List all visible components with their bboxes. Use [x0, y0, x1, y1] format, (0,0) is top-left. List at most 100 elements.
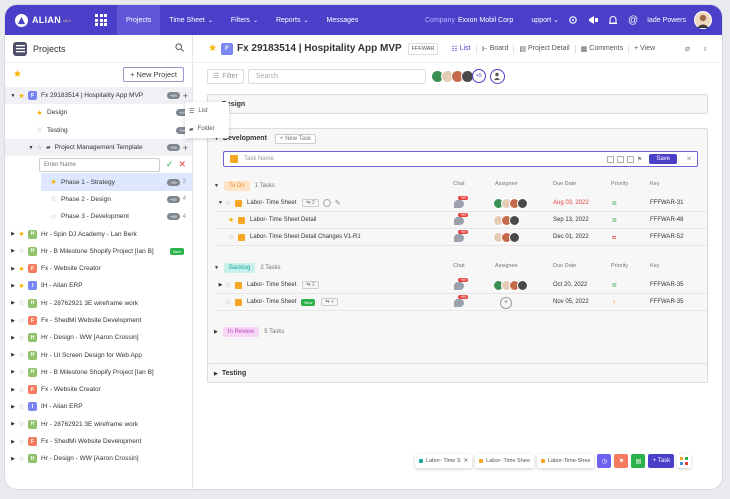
assignee-filter[interactable]: +5	[430, 69, 486, 83]
view-list[interactable]: ☷ List	[446, 44, 477, 53]
sidebar-project-item[interactable]: ▶ ☆ F Fx - Website Creator	[5, 381, 192, 398]
support-menu[interactable]: upport ⌄	[531, 17, 560, 24]
settings-icon[interactable]	[567, 14, 579, 26]
add-icon[interactable]: +	[182, 90, 188, 101]
favorite-star-icon[interactable]: ★	[208, 43, 217, 54]
caret-right-icon[interactable]: ▶	[11, 334, 15, 341]
assignee-avatars[interactable]	[493, 215, 520, 226]
sidebar-project-item[interactable]: ▶ ☆ H Hr - 28762921 3E wireframe work	[5, 416, 192, 433]
star-icon[interactable]: ☆	[225, 299, 232, 306]
new-project-button[interactable]: + New Project	[123, 66, 184, 82]
task-name-input[interactable]: Task Name ⚑ Save ✕	[223, 151, 698, 167]
sidebar-project-item[interactable]: ▶ ☆ H Hr - UI Screen Design for Web App	[5, 346, 192, 363]
close-icon[interactable]: ✕	[686, 156, 692, 163]
star-icon[interactable]: ★	[18, 92, 25, 100]
task-name[interactable]: Labor- Time Sheet Detail	[250, 217, 317, 223]
caret-right-icon[interactable]: ▶	[11, 300, 15, 307]
sidebar-project-item[interactable]: ▼ ★ F Fx 29183514 | Hospitality App MVP +99 +	[5, 87, 192, 105]
caret-right-icon[interactable]: ▶	[11, 438, 15, 445]
apps-icon[interactable]	[677, 454, 692, 468]
star-icon[interactable]: ☆	[225, 200, 232, 207]
due-date[interactable]: Sep 13, 2022	[553, 217, 589, 223]
more-assignees[interactable]: +5	[471, 69, 486, 83]
minimized-task-tab[interactable]: Labor- Time S ✕	[415, 454, 473, 468]
sidebar-project-item[interactable]: ☆ Testing +99	[5, 122, 192, 139]
add-icon[interactable]: +	[182, 142, 188, 153]
sidebar-project-item[interactable]: ★ Phase 1 - Strategy +99 3	[41, 173, 192, 191]
add-assignee-icon[interactable]	[489, 68, 505, 84]
assign-icon[interactable]	[616, 155, 624, 163]
task-row[interactable]: ★ Labor- Time Sheet Detail +99 Sep 13, 2022…	[216, 212, 707, 229]
star-icon[interactable]: ★	[228, 217, 235, 224]
star-icon[interactable]: ★	[18, 282, 25, 290]
star-icon[interactable]: ☆	[18, 386, 25, 394]
minimized-task-tab[interactable]: Labor- Time Shee	[475, 454, 534, 468]
star-icon[interactable]: ★	[36, 109, 43, 117]
sidebar-project-item[interactable]: ▶ ★ I IH - Alian ERP	[5, 277, 192, 294]
sidebar-project-item[interactable]: ▶ ☆ H Hr - B Milestone Shopify Project [Ian…	[5, 243, 192, 260]
popup-item-folder[interactable]: ▰ Folder	[185, 120, 229, 138]
add-view-button[interactable]: + View	[629, 45, 660, 52]
calendar-icon[interactable]	[626, 155, 634, 163]
filter-button[interactable]: ☰ Filter	[207, 68, 244, 84]
favorites-star-icon[interactable]: ★	[13, 68, 22, 80]
microphone-icon[interactable]: ♁	[702, 44, 708, 53]
sidebar-project-item[interactable]: ▶ ☆ H Hr - Design - WW [Aaron Crossin]	[5, 329, 192, 346]
sidebar-project-item[interactable]: ☆ Phase 3 - Development +99 4	[5, 208, 192, 225]
star-icon[interactable]: ☆	[50, 213, 57, 221]
caret-right-icon[interactable]: ▶	[11, 317, 15, 324]
timer-icon[interactable]: ◷	[597, 454, 612, 468]
assignee-avatars[interactable]	[493, 280, 528, 291]
company-selector[interactable]: Company Exxon Mobil Corp	[425, 5, 513, 35]
star-icon[interactable]: ☆	[18, 317, 25, 325]
nav-filters[interactable]: Filters ⌄	[222, 5, 267, 35]
brand-logo[interactable]: ALIAN v4.0	[5, 13, 95, 27]
caret-down-icon[interactable]: ▼	[10, 92, 16, 99]
caret-right-icon[interactable]: ▶	[11, 352, 15, 359]
star-icon[interactable]: ☆	[36, 144, 43, 152]
priority-icon[interactable]: =	[612, 198, 617, 208]
caret-right-icon[interactable]: ▶	[11, 282, 15, 289]
star-icon[interactable]: ☆	[18, 421, 25, 429]
sidebar-project-item[interactable]: ▶ ★ F Fx - Website Creator	[5, 260, 192, 277]
enter-name-input[interactable]: Enter Name	[39, 157, 160, 172]
add-task-button[interactable]: + Task	[648, 454, 675, 468]
popup-item-list[interactable]: ☰ List	[185, 102, 229, 120]
due-date[interactable]: Aug 03, 2022	[553, 200, 589, 206]
caret-icon[interactable]: ▶	[218, 282, 223, 288]
section-design[interactable]: ▶Design	[207, 94, 708, 114]
task-name[interactable]: Labor- Time Sheet	[247, 299, 297, 305]
star-icon[interactable]: ☆	[18, 403, 25, 411]
subtask-count[interactable]: ⇆ +	[321, 298, 338, 306]
star-icon[interactable]: ★	[18, 231, 25, 239]
sidebar-project-item[interactable]: ★ Design +99	[5, 104, 192, 121]
flag-icon[interactable]: ⚑	[614, 454, 629, 468]
task-name[interactable]: Labor- Time Sheet Detail Changes V1-R1	[250, 234, 361, 240]
sidebar-project-item[interactable]: ▶ ☆ H Hr - Design - WW [Aaron Crossin]	[5, 450, 192, 467]
group-review-header[interactable]: ▶ In Review 5 Tasks	[214, 327, 284, 337]
caret-right-icon[interactable]: ▶	[11, 421, 15, 428]
star-icon[interactable]: ☆	[18, 334, 25, 342]
star-icon[interactable]: ☆	[18, 300, 25, 308]
star-icon[interactable]: ☆	[18, 248, 25, 256]
caret-right-icon[interactable]: ▶	[11, 369, 15, 376]
sidebar-project-item[interactable]: ▶ ☆ I IH - Alian ERP	[5, 398, 192, 415]
group-todo-header[interactable]: ▼ To Do 1 Tasks	[214, 181, 275, 191]
sidebar-project-item[interactable]: ▶ ★ H Hr - Spin DJ Academy - Lan Berk	[5, 225, 192, 242]
save-button[interactable]: Save	[649, 154, 677, 164]
chat-icon[interactable]: +99	[454, 295, 468, 307]
subtask-icon[interactable]	[606, 155, 614, 163]
sidebar-project-item[interactable]: ▶ ☆ F Fx - ShedMi Website Development	[5, 433, 192, 450]
subtask-count[interactable]: ⇆ 2	[302, 199, 319, 207]
nav-projects[interactable]: Projects	[117, 5, 161, 35]
task-name[interactable]: Labor- Time Sheet	[247, 200, 297, 206]
caret-down-icon[interactable]: ▼	[214, 135, 219, 142]
caret-right-icon[interactable]: ▶	[11, 386, 15, 393]
star-icon[interactable]: ★	[50, 179, 57, 187]
view-comments[interactable]: ▦ Comments	[576, 44, 630, 53]
caret-right-icon[interactable]: ▶	[11, 231, 15, 238]
close-icon[interactable]: ✕	[178, 159, 186, 170]
priority-icon[interactable]: =	[612, 280, 617, 290]
sidebar-project-item[interactable]: ▶ ☆ F Fx - ShedMi Website Development	[5, 312, 192, 329]
caret-down-icon[interactable]: ▼	[28, 144, 34, 151]
